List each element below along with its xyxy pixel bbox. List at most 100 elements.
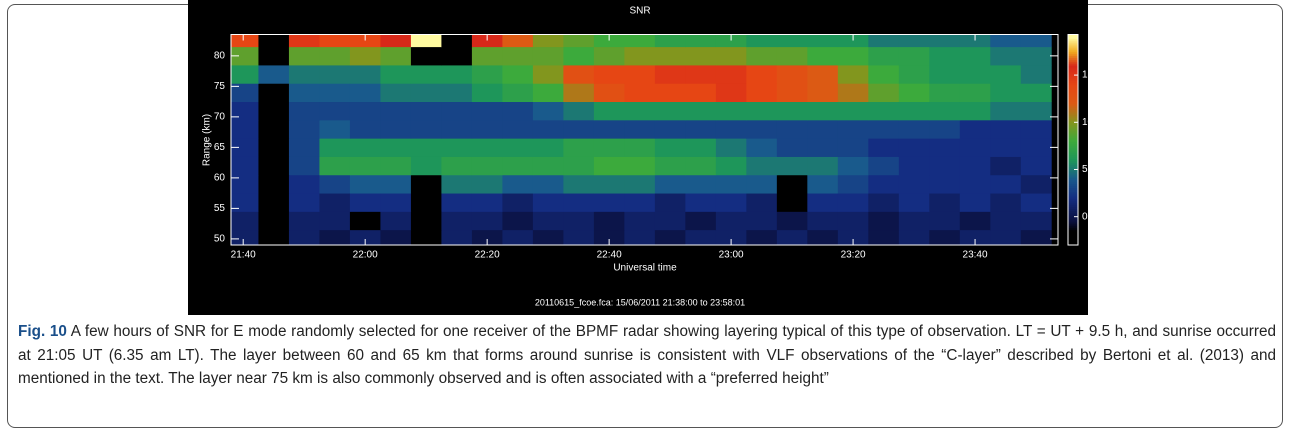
colorbar-segment: [1068, 137, 1078, 141]
colorbar-segment: [1068, 88, 1078, 91]
heatmap-cell: [715, 211, 747, 231]
heatmap-cell: [776, 138, 808, 157]
heatmap-cell: [288, 211, 320, 231]
colorbar-segment: [1068, 151, 1078, 154]
heatmap-cell: [715, 83, 747, 103]
heatmap-cell: [231, 156, 259, 176]
heatmap-cell: [231, 46, 259, 66]
colorbar-segment: [1068, 72, 1078, 76]
heatmap-cell: [1020, 156, 1052, 176]
heatmap-cell: [410, 193, 442, 212]
heatmap-cell: [319, 229, 351, 245]
heatmap-cell: [349, 193, 381, 212]
heatmap-cell: [532, 156, 564, 176]
heatmap-cell: [746, 229, 778, 245]
heatmap-cell: [532, 46, 564, 66]
heatmap-cell: [1020, 174, 1052, 194]
colorbar-segment: [1068, 101, 1078, 104]
heatmap-cell: [898, 83, 930, 103]
colorbar-segment: [1068, 160, 1078, 164]
colorbar-segment: [1068, 107, 1078, 110]
heatmap-cell: [471, 83, 503, 103]
heatmap-cell: [1020, 34, 1052, 48]
heatmap-cell: [502, 101, 534, 121]
heatmap-cell: [380, 34, 412, 48]
chart-title: SNR: [629, 6, 650, 17]
heatmap-cell: [746, 83, 778, 103]
heatmap-cell: [868, 83, 900, 103]
heatmap-cell: [319, 138, 351, 157]
heatmap-cell: [685, 119, 717, 139]
heatmap-cell: [319, 46, 351, 66]
heatmap-cell: [929, 119, 961, 139]
heatmap-cell: [441, 138, 473, 157]
heatmap-cell: [532, 174, 564, 194]
colorbar-segment: [1068, 55, 1078, 58]
heatmap-cell: [746, 119, 778, 139]
heatmap-cell: [959, 193, 991, 212]
colorbar-segment: [1068, 130, 1078, 133]
heatmap-cell: [624, 46, 656, 66]
heatmap-cell: [563, 174, 595, 194]
heatmap-cell: [441, 156, 473, 176]
file-note: 20110615_fcoe.fca: 15/06/2011 21:38:00 t…: [535, 297, 745, 307]
heatmap-cell: [1020, 229, 1052, 245]
colorbar-segment: [1068, 95, 1078, 99]
heatmap-cell: [441, 46, 473, 66]
heatmap-cell: [563, 46, 595, 66]
heatmap-cell: [959, 174, 991, 194]
heatmap-cell: [258, 34, 290, 48]
heatmap-cell: [837, 229, 869, 245]
colorbar-segment: [1068, 74, 1078, 78]
heatmap-cell: [746, 193, 778, 212]
colorbar-segment: [1068, 206, 1078, 210]
heatmap-cell: [319, 211, 351, 231]
heatmap-cell: [380, 65, 412, 84]
heatmap-cell: [380, 138, 412, 157]
colorbar-segment: [1068, 122, 1078, 125]
heatmap-cell: [715, 138, 747, 157]
heatmap-cell: [1020, 101, 1052, 121]
heatmap-cell: [685, 193, 717, 212]
heatmap-cell: [898, 119, 930, 139]
colorbar-segment: [1068, 86, 1078, 89]
heatmap-cell: [807, 211, 839, 231]
heatmap-cell: [990, 211, 1022, 231]
heatmap-cell: [624, 119, 656, 139]
heatmap-cell: [532, 138, 564, 157]
heatmap-cell: [410, 156, 442, 176]
colorbar-segment: [1068, 105, 1078, 108]
x-tick-label: 22:20: [475, 250, 500, 261]
heatmap-cell: [654, 174, 686, 194]
x-tick-label: 22:40: [597, 250, 622, 261]
heatmap-cell: [898, 34, 930, 48]
colorbar-segment: [1068, 114, 1078, 118]
heatmap-cell: [1020, 119, 1052, 139]
colorbar-segment: [1068, 91, 1078, 95]
heatmap-cell: [685, 83, 717, 103]
colorbar-segment: [1068, 202, 1078, 206]
heatmap-cell: [231, 34, 259, 48]
colorbar-segment: [1068, 162, 1078, 166]
heatmap-cell: [898, 193, 930, 212]
colorbar-segment: [1068, 197, 1078, 200]
heatmap-cell: [1020, 65, 1052, 84]
heatmap-cell: [502, 211, 534, 231]
heatmap-cell: [929, 156, 961, 176]
heatmap-cell: [807, 119, 839, 139]
colorbar-segment: [1068, 63, 1078, 66]
heatmap-cell: [502, 34, 534, 48]
heatmap-cell: [380, 101, 412, 121]
heatmap-cell: [898, 46, 930, 66]
heatmap-cell: [532, 101, 564, 121]
heatmap-cell: [807, 46, 839, 66]
heatmap-cell: [502, 138, 534, 157]
heatmap-cell: [288, 46, 320, 66]
heatmap-cell: [868, 138, 900, 157]
heatmap-cell: [654, 34, 686, 48]
x-axis-label: Universal time: [613, 263, 677, 274]
heatmap-cell: [288, 34, 320, 48]
heatmap-cell: [563, 211, 595, 231]
heatmap-cell: [349, 138, 381, 157]
